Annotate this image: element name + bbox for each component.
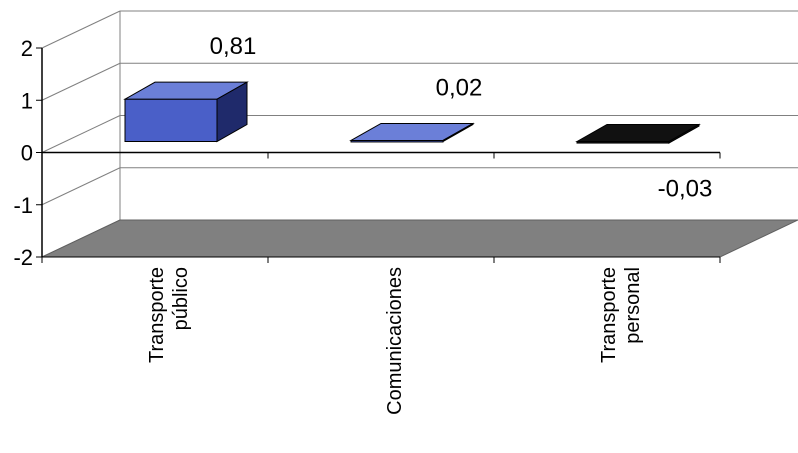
bar [123,81,249,143]
chart-walls [36,10,798,263]
gridline-side [41,10,121,49]
bar-top-face [349,122,475,141]
category-label: Comunicaciones [384,267,406,415]
bar [575,123,701,144]
category-label: personal [622,267,644,344]
bar [349,122,475,143]
y-tick-label: 0 [21,141,33,166]
y-tick-label: -1 [13,193,33,218]
data-label: -0,03 [658,176,713,203]
bar-top-face [575,124,701,142]
category-label: público [170,267,192,330]
y-tick-label: -2 [13,245,33,270]
data-label: 0,81 [210,33,257,60]
bar-side-face [442,122,474,143]
bar-front-face [124,98,218,142]
y-tick-label: 2 [21,36,33,61]
data-label: 0,02 [436,74,483,101]
bar-side-face [668,123,700,144]
gridline-side [41,62,121,101]
y-tick-label: 1 [21,88,33,113]
bar-side-face [216,81,248,143]
chart-bars [123,81,701,144]
category-label: Transporte [598,267,620,363]
gridline-side [41,115,121,153]
chart-floor [41,219,798,258]
gridline-side [41,167,121,206]
category-label: Transporte [146,267,168,363]
